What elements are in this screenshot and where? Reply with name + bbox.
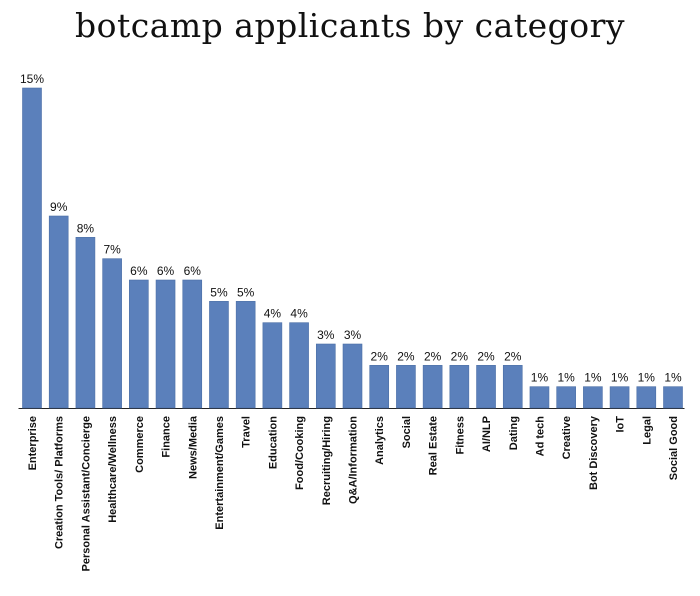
x-tick-label: Dating bbox=[508, 416, 520, 450]
data-label: 2% bbox=[424, 349, 442, 363]
x-tick-label: Social bbox=[401, 416, 413, 448]
x-tick-label: Q&A/Information bbox=[348, 416, 360, 504]
x-tick-label: Finance bbox=[161, 416, 173, 458]
data-label: 2% bbox=[504, 349, 522, 363]
bar bbox=[663, 386, 683, 409]
data-label: 4% bbox=[264, 307, 282, 321]
bar bbox=[48, 215, 69, 409]
x-tick-label: Analytics bbox=[374, 416, 386, 465]
data-label: 1% bbox=[638, 371, 656, 385]
x-tick-label: Personal Assistant/Concierge bbox=[80, 416, 92, 571]
data-label: 8% bbox=[77, 221, 95, 235]
bar bbox=[369, 365, 390, 409]
x-tick-label: Food/Cooking bbox=[294, 416, 306, 490]
x-tick-label: Recruiting/Hiring bbox=[321, 416, 333, 505]
data-label: 2% bbox=[397, 349, 415, 363]
x-tick-label: Education bbox=[267, 416, 279, 469]
x-tick-label: News/Media bbox=[187, 415, 199, 479]
x-tick-label: Social Good bbox=[668, 416, 680, 480]
bar bbox=[262, 322, 283, 409]
data-label: 6% bbox=[184, 264, 202, 278]
data-label: 2% bbox=[371, 349, 389, 363]
x-tick-label: Creation Tools/ Platforms bbox=[54, 416, 66, 549]
data-label: 2% bbox=[477, 349, 495, 363]
data-label: 4% bbox=[290, 307, 308, 321]
x-tick-label: Fitness bbox=[454, 416, 466, 455]
data-label: 1% bbox=[531, 371, 549, 385]
bar bbox=[129, 279, 149, 409]
bar bbox=[315, 343, 336, 409]
bar bbox=[609, 386, 630, 409]
data-label: 9% bbox=[50, 200, 68, 214]
x-tick-label: Travel bbox=[241, 416, 253, 448]
data-label: 1% bbox=[611, 371, 629, 385]
x-tick-label: Commerce bbox=[134, 416, 146, 473]
data-label: 6% bbox=[130, 264, 148, 278]
data-label: 1% bbox=[557, 371, 575, 385]
bar bbox=[502, 365, 523, 409]
bar bbox=[529, 386, 550, 409]
bar bbox=[22, 87, 42, 409]
bar bbox=[235, 301, 256, 409]
chart-title: botcamp applicants by category bbox=[74, 6, 626, 45]
data-label: 3% bbox=[344, 328, 362, 342]
x-tick-label: Real Estate bbox=[428, 416, 440, 475]
data-label: 5% bbox=[210, 285, 228, 299]
bar bbox=[636, 386, 657, 409]
bar bbox=[342, 343, 363, 409]
bar bbox=[476, 365, 496, 409]
bar bbox=[556, 386, 576, 409]
bar bbox=[182, 279, 203, 409]
data-label: 1% bbox=[584, 371, 602, 385]
x-tick-label: Ad tech bbox=[534, 416, 546, 457]
x-tick-label: Enterprise bbox=[27, 416, 39, 470]
x-tick-label: AI/NLP bbox=[481, 416, 493, 452]
data-label: 3% bbox=[317, 328, 335, 342]
data-label: 5% bbox=[237, 285, 255, 299]
x-tick-label: Entertainment/Games bbox=[214, 416, 226, 530]
data-label: 6% bbox=[157, 264, 175, 278]
data-label: 7% bbox=[103, 243, 121, 257]
x-tick-label: IoT bbox=[615, 416, 627, 433]
bar bbox=[209, 301, 229, 409]
data-label: 15% bbox=[20, 72, 44, 86]
x-tick-label: Bot Discovery bbox=[588, 415, 600, 490]
bar bbox=[102, 258, 122, 409]
x-tick-label: Creative bbox=[561, 416, 573, 459]
bar bbox=[449, 365, 470, 409]
data-label: 1% bbox=[664, 371, 682, 385]
x-tick-label: Healthcare/Wellness bbox=[107, 416, 119, 523]
bar bbox=[155, 279, 176, 409]
data-label: 2% bbox=[451, 349, 469, 363]
bar bbox=[422, 365, 443, 409]
bar bbox=[583, 386, 603, 409]
bar bbox=[75, 237, 96, 409]
bar bbox=[396, 365, 416, 409]
bar bbox=[289, 322, 309, 409]
x-tick-label: Legal bbox=[641, 416, 653, 445]
